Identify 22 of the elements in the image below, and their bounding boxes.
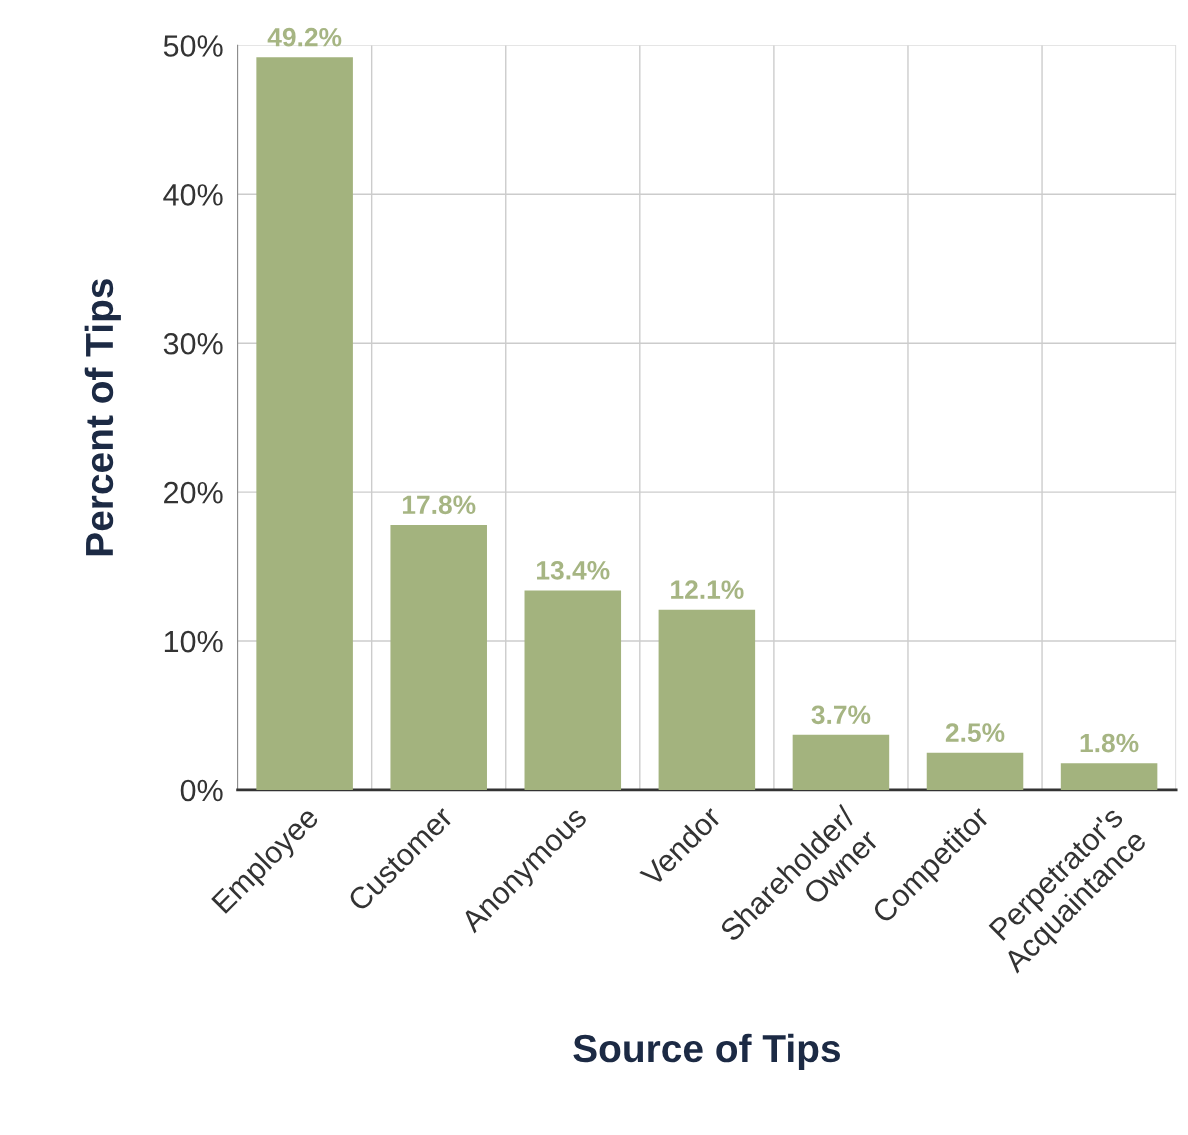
data-label: 12.1% — [671, 580, 744, 599]
bar — [256, 57, 353, 790]
y-tick-label: 30% — [163, 332, 223, 355]
data-label: 13.4% — [537, 560, 610, 580]
bar — [926, 752, 1024, 790]
data-label: 1.8% — [1080, 733, 1139, 753]
data-label: 3.7% — [811, 705, 871, 725]
bar — [524, 590, 622, 790]
bar — [390, 524, 487, 790]
y-tick-label: 20% — [164, 481, 223, 504]
bar — [792, 734, 890, 790]
data-label: 49.2% — [267, 27, 342, 47]
bar — [658, 609, 756, 790]
y-tick-label: 10% — [164, 630, 223, 653]
x-axis-title: Source of Tips — [573, 1033, 840, 1070]
data-label: 2.5% — [945, 723, 1005, 742]
y-tick-label: 50% — [163, 35, 223, 57]
bar — [1060, 763, 1158, 790]
data-label: 17.8% — [402, 495, 476, 515]
y-tick-label: 0% — [180, 779, 223, 802]
y-tick-label: 40% — [163, 184, 223, 206]
y-axis-title: Percent of Tips — [84, 279, 121, 556]
